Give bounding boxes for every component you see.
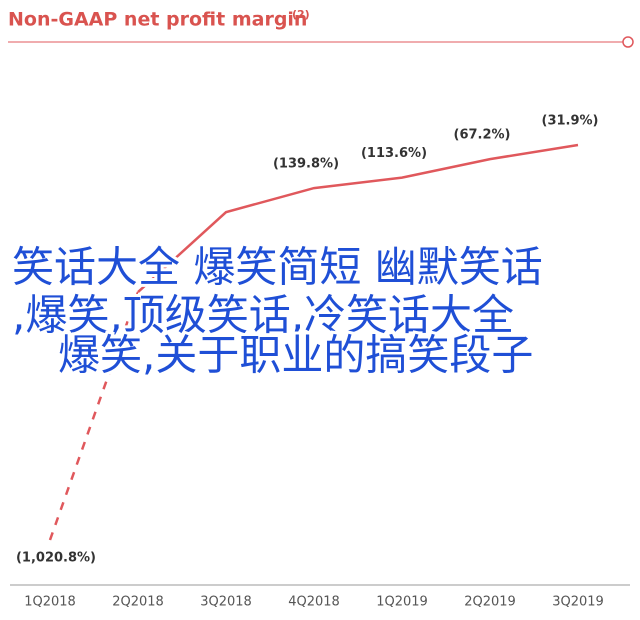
x-tick-label: 3Q2018 <box>200 595 252 610</box>
watermark-text: 笑话大全 爆笑简短 幽默笑话 <box>12 243 543 292</box>
x-tick-label: 1Q2019 <box>376 595 428 610</box>
value-label: (67.2%) <box>454 128 511 143</box>
x-tick-label: 1Q2018 <box>24 595 76 610</box>
line <box>48 291 140 541</box>
value-label: (1,020.8%) <box>16 551 96 566</box>
x-tick-label: 2Q2018 <box>112 595 164 610</box>
watermark-text: 爆笑,关于职业的搞笑段子 <box>58 331 533 380</box>
watermark-text: ,爆笑,顶级笑话,冷笑话大全 <box>12 291 514 340</box>
x-tick-label: 3Q2019 <box>552 595 604 610</box>
title-note: (2) <box>292 8 310 21</box>
value-label: (31.9%) <box>542 114 599 129</box>
value-label: (113.6%) <box>361 146 427 161</box>
plot: 1Q2018 2Q2018 3Q2018 4Q2018 1Q2019 2Q2019 3Q20… <box>16 114 604 610</box>
value-label: (139.8%) <box>273 157 339 172</box>
x-tick-label: 2Q2019 <box>464 595 516 610</box>
chart-title: Non-GAAP net profit margin <box>8 9 307 31</box>
header-dot <box>622 36 634 48</box>
x-tick-label: 4Q2018 <box>288 595 340 610</box>
line <box>137 143 579 293</box>
